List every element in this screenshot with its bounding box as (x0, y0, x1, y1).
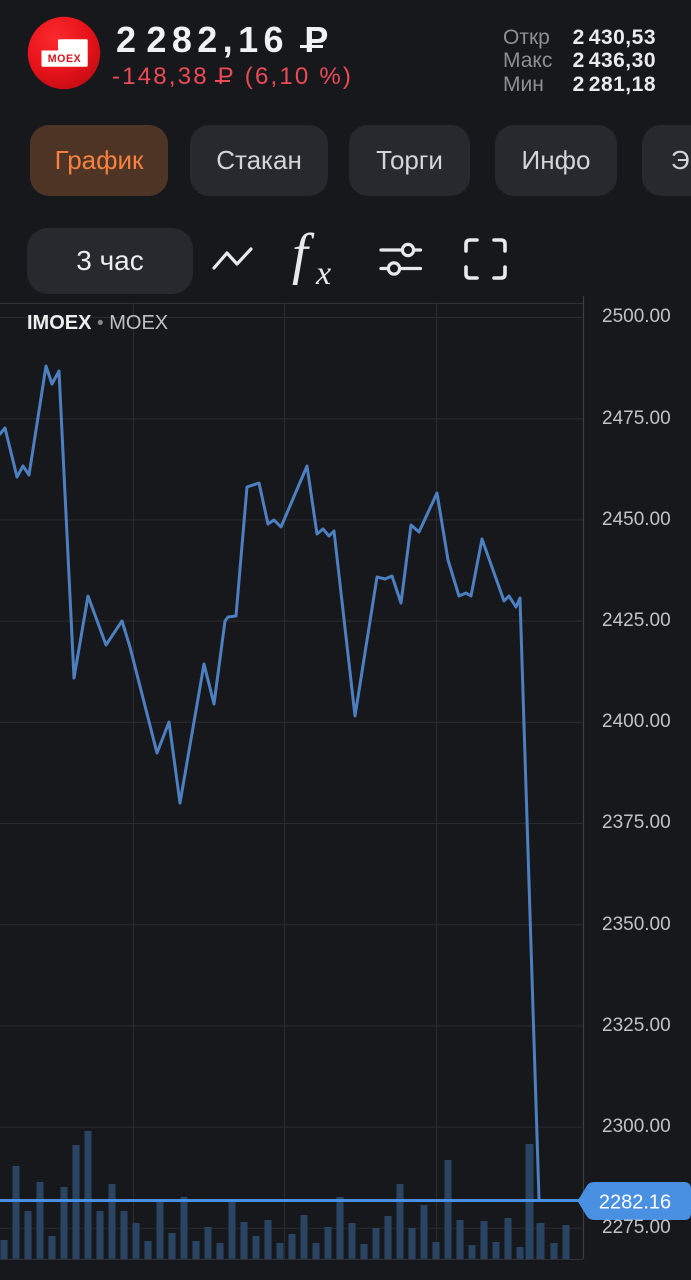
svg-text:2282.16: 2282.16 (599, 1192, 671, 1214)
svg-text:MOEX: MOEX (48, 53, 82, 65)
